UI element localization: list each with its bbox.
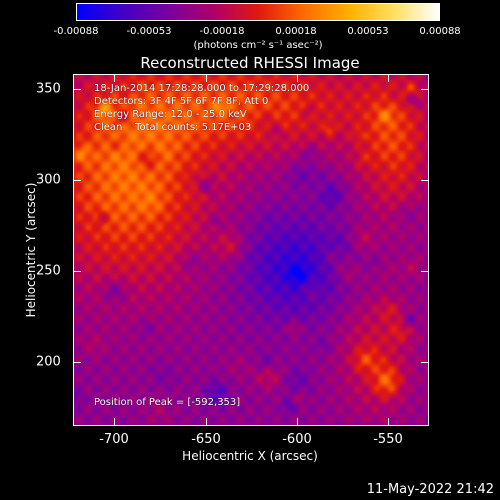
tick-mark [73, 180, 81, 181]
colorbar-tick-label: 0.00053 [347, 26, 389, 37]
info-peak-position: Position of Peak = [-592,353] [94, 397, 241, 408]
info-energy-range: Energy Range: 12.0 - 25.0 keV [94, 109, 247, 120]
colorbar-tick-label: 0.00018 [275, 26, 317, 37]
colorbar-tick-label: -0.00053 [126, 26, 172, 37]
x-tick-label: -600 [282, 432, 312, 447]
tick-mark [388, 74, 389, 82]
tick-mark [421, 89, 429, 90]
colorbar-frame [76, 3, 440, 21]
info-detectors: Detectors: 3F 4F 5F 6F 7F 8F, Att 0 [94, 96, 269, 107]
x-tick-label: -650 [191, 432, 221, 447]
tick-mark [73, 271, 81, 272]
plot-frame [73, 74, 429, 426]
tick-mark [297, 74, 298, 82]
tick-mark [421, 362, 429, 363]
colorbar-units: (photons cm⁻² s⁻¹ asec⁻²) [193, 40, 323, 51]
tick-mark [206, 74, 207, 82]
tick-mark [388, 418, 389, 426]
rhessi-image [74, 75, 428, 425]
colorbar-tick-label: -0.00018 [199, 26, 245, 37]
y-axis-label: Heliocentric Y (arcsec) [24, 182, 38, 318]
info-total-counts: Clean Total counts: 5.17E+03 [94, 122, 252, 133]
colorbar-tick-label: 0.00088 [419, 26, 461, 37]
tick-mark [73, 362, 81, 363]
colorbar-gradient [77, 4, 439, 20]
x-tick-label: -550 [373, 432, 403, 447]
y-tick-label: 200 [36, 354, 61, 370]
tick-mark [421, 271, 429, 272]
x-tick-label: -700 [99, 432, 129, 447]
y-tick-label: 250 [36, 263, 61, 279]
info-time-range: 18-Jan-2014 17:28:28.000 to 17:29:28.000 [94, 83, 310, 94]
y-tick-label: 300 [36, 172, 61, 188]
x-axis-label: Heliocentric X (arcsec) [182, 449, 318, 463]
tick-mark [297, 418, 298, 426]
tick-mark [114, 418, 115, 426]
colorbar-tick-label: -0.00088 [53, 26, 99, 37]
tick-mark [206, 418, 207, 426]
plot-title: Reconstructed RHESSI Image [140, 54, 360, 72]
y-tick-label: 350 [36, 81, 61, 97]
plot-timestamp: 11-May-2022 21:42 [366, 482, 494, 497]
tick-mark [114, 74, 115, 82]
tick-mark [73, 89, 81, 90]
tick-mark [421, 180, 429, 181]
